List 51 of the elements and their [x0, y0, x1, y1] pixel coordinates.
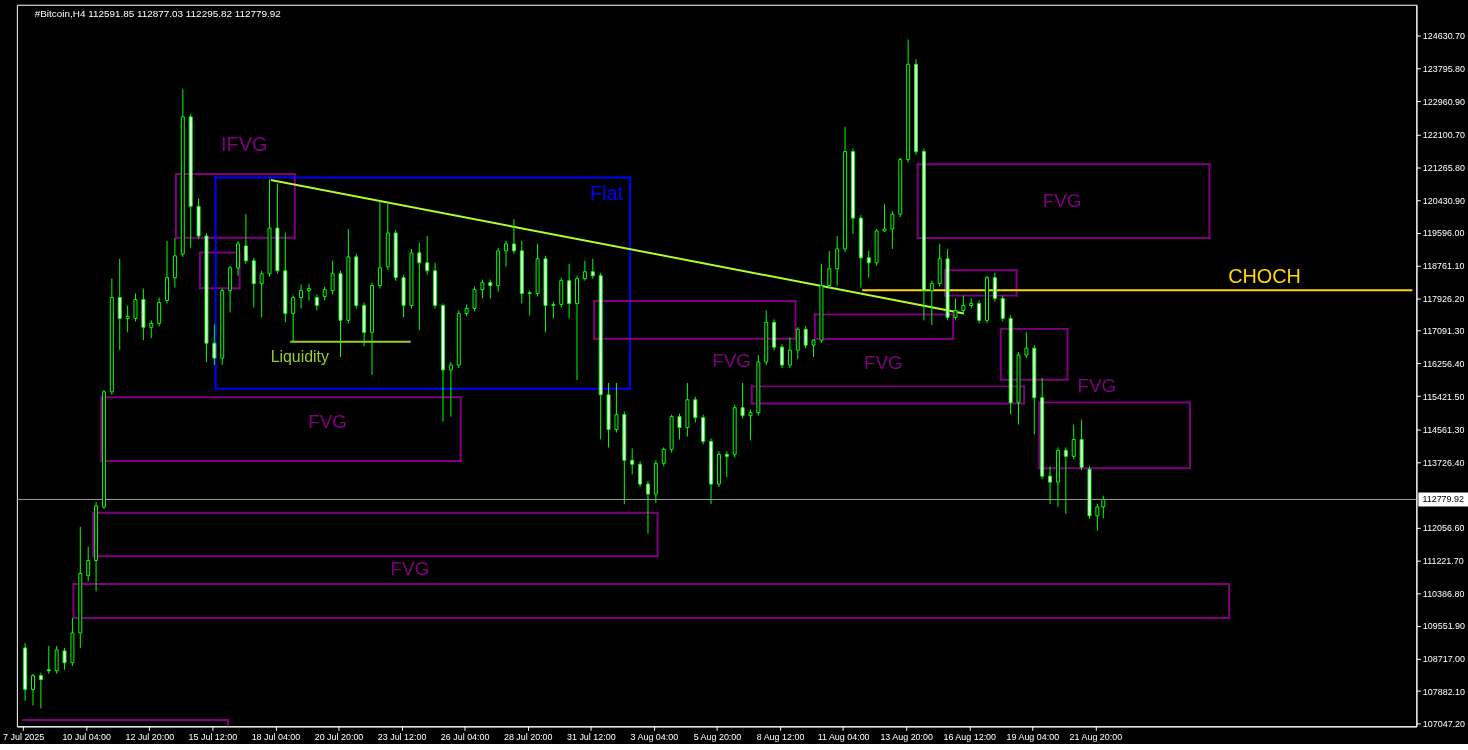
y-tick-label: 112056.60 — [1422, 523, 1465, 534]
y-tick-label: 124630.70 — [1422, 31, 1466, 42]
x-tick-label: 3 Aug 04:00 — [630, 731, 679, 742]
x-tick-label: 15 Jul 12:00 — [188, 731, 238, 742]
y-tick-label: 110386.80 — [1422, 588, 1465, 599]
y-tick-label: 109551.90 — [1422, 621, 1466, 632]
y-tick-label: 123795.80 — [1422, 63, 1466, 74]
annotation: Liquidity — [270, 348, 329, 366]
y-tick-label: 117091.30 — [1422, 326, 1465, 337]
x-tick-label: 7 Jul 2025 — [3, 731, 45, 742]
x-tick-label: 28 Jul 20:00 — [503, 731, 553, 742]
annotation: FVG — [390, 558, 430, 580]
y-tick-label: 118761.10 — [1422, 260, 1465, 271]
chart-title: #Bitcoin,H4 112591.85 112877.03 112295.82 112779.92 — [34, 7, 282, 19]
y-tick-label: 122100.70 — [1422, 130, 1466, 141]
y-tick-label: 111221.70 — [1422, 555, 1464, 566]
y-tick-label: 107882.10 — [1422, 686, 1466, 697]
x-tick-label: 5 Aug 20:00 — [693, 731, 742, 742]
x-tick-label: 31 Jul 12:00 — [567, 731, 616, 742]
x-tick-label: 26 Jul 04:00 — [440, 731, 490, 742]
x-tick-label: 21 Aug 20:00 — [1069, 731, 1123, 742]
x-tick-label: 13 Aug 20:00 — [880, 731, 934, 742]
annotation: FVG — [1042, 190, 1082, 212]
ref-line-label: 112779.92 — [1422, 494, 1464, 505]
y-tick-label: 121265.80 — [1422, 162, 1466, 173]
annotation: FVG — [1077, 374, 1117, 396]
x-tick-label: 12 Jul 20:00 — [125, 731, 175, 742]
y-tick-label: 116256.40 — [1422, 358, 1465, 369]
x-tick-label: 11 Aug 04:00 — [817, 731, 870, 742]
y-tick-label: 113726.40 — [1422, 457, 1465, 468]
y-tick-label: 115421.50 — [1422, 391, 1465, 402]
y-tick-label: 114561.30 — [1422, 425, 1465, 436]
y-tick-label: 108717.00 — [1422, 653, 1466, 664]
annotation: FVG — [864, 352, 903, 374]
x-tick-label: 16 Aug 12:00 — [943, 731, 997, 742]
annotation: Flat — [589, 182, 624, 205]
y-tick-label: 107047.20 — [1422, 719, 1466, 730]
y-tick-label: 119596.00 — [1422, 228, 1465, 239]
x-tick-label: 8 Aug 12:00 — [756, 731, 805, 742]
annotation: IFVG — [221, 132, 268, 155]
y-tick-label: 122960.90 — [1422, 96, 1466, 107]
annotation: FVG — [308, 410, 347, 432]
x-tick-label: 19 Aug 04:00 — [1006, 731, 1060, 742]
y-tick-label: 120430.90 — [1422, 195, 1466, 206]
annotation: CHOCH — [1228, 264, 1301, 287]
x-tick-label: 10 Jul 04:00 — [62, 731, 112, 742]
y-tick-label: 117926.20 — [1422, 293, 1465, 304]
x-tick-label: 20 Jul 20:00 — [314, 731, 364, 742]
annotation: FVG — [712, 350, 751, 372]
x-tick-label: 18 Jul 04:00 — [251, 731, 301, 742]
x-tick-label: 23 Jul 12:00 — [377, 731, 427, 742]
